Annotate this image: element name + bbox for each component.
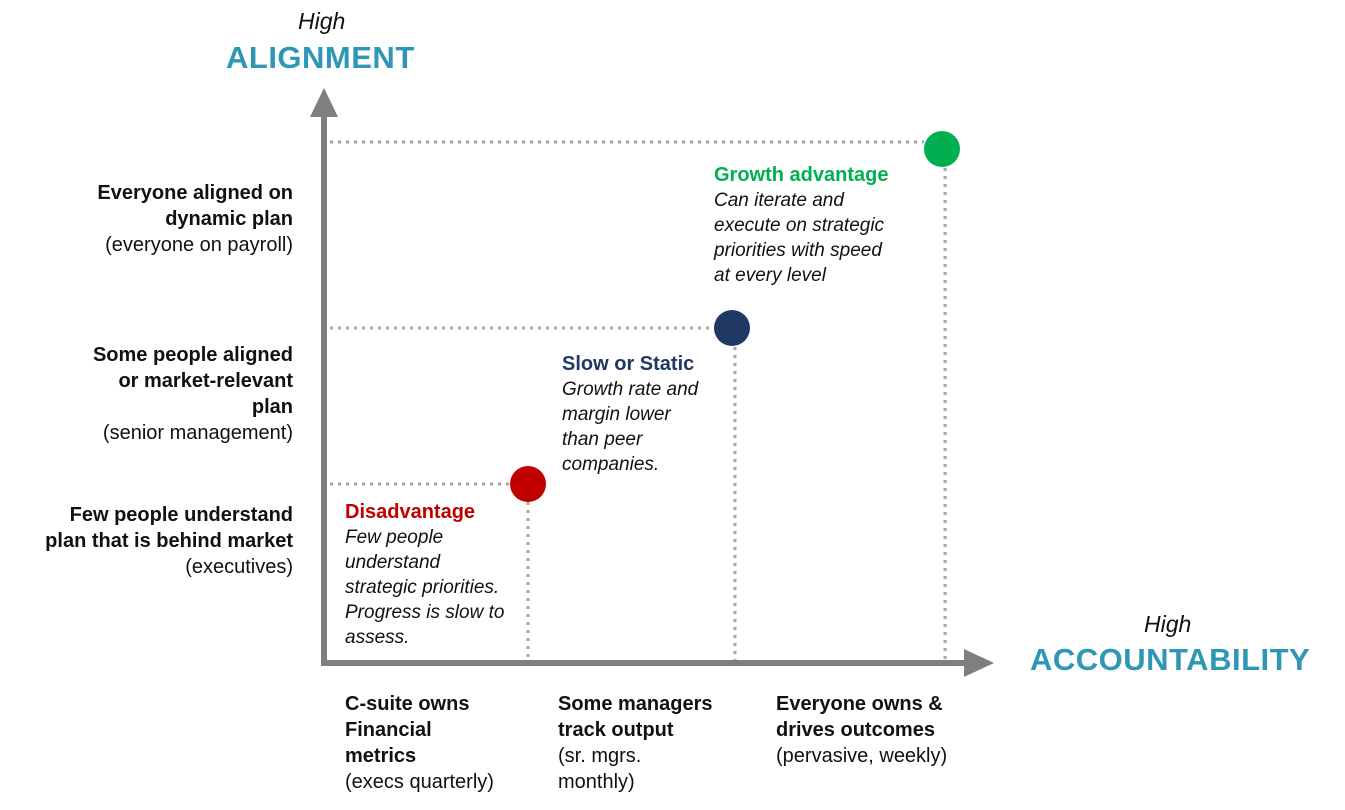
alignment-level-high-scope: (everyone on payroll) xyxy=(105,234,293,256)
accountability-level-low-label: C-suite owns Financial metrics xyxy=(345,693,470,767)
alignment-level-medium: Some people aligned or market-relevant p… xyxy=(93,342,293,446)
state-slow-static: Slow or Static Growth rate and margin lo… xyxy=(562,351,698,477)
accountability-level-medium: Some managers track output (sr. mgrs. mo… xyxy=(558,691,713,795)
accountability-level-high-scope: (pervasive, weekly) xyxy=(776,745,948,767)
alignment-level-high-label: Everyone aligned on dynamic plan xyxy=(97,182,293,230)
y-axis-title: ALIGNMENT xyxy=(226,40,415,75)
x-axis-qualifier: High xyxy=(1144,611,1192,637)
alignment-level-low: Few people understand plan that is behin… xyxy=(45,502,293,580)
state-disadvantage-description: Few people understand strategic prioriti… xyxy=(345,527,505,648)
state-growth-advantage-description: Can iterate and execute on strategic pri… xyxy=(714,190,885,286)
accountability-level-medium-label: Some managers track output xyxy=(558,693,713,741)
alignment-level-medium-scope: (senior management) xyxy=(102,422,293,444)
x-axis-title: ACCOUNTABILITY xyxy=(1030,642,1311,677)
axes xyxy=(321,108,968,666)
state-disadvantage-title: Disadvantage xyxy=(345,501,476,523)
accountability-level-high-label: Everyone owns & drives outcomes xyxy=(776,693,943,741)
state-slow-static-title: Slow or Static xyxy=(562,353,695,375)
state-disadvantage: Disadvantage Few people understand strat… xyxy=(345,499,504,650)
disadvantage-marker xyxy=(510,466,546,502)
slow-static-marker xyxy=(714,310,750,346)
alignment-level-high: Everyone aligned on dynamic plan (everyo… xyxy=(97,180,293,258)
x-axis-arrowhead xyxy=(964,649,994,677)
accountability-level-low: C-suite owns Financial metrics (execs qu… xyxy=(345,691,494,795)
state-growth-advantage-title: Growth advantage xyxy=(714,164,889,186)
alignment-level-low-scope: (executives) xyxy=(185,556,293,578)
y-axis-qualifier: High xyxy=(298,8,346,34)
state-growth-advantage: Growth advantage Can iterate and execute… xyxy=(714,162,888,288)
state-slow-static-description: Growth rate and margin lower than peer c… xyxy=(562,379,699,475)
accountability-level-high: Everyone owns & drives outcomes (pervasi… xyxy=(776,691,947,769)
guide-lines xyxy=(330,140,947,662)
alignment-level-medium-label: Some people aligned or market-relevant p… xyxy=(92,344,293,418)
accountability-level-medium-scope: (sr. mgrs. monthly) xyxy=(558,745,642,793)
growth-advantage-marker xyxy=(924,131,960,167)
y-axis-arrowhead xyxy=(310,88,338,117)
accountability-level-low-scope: (execs quarterly) xyxy=(345,771,494,793)
alignment-level-low-label: Few people understand plan that is behin… xyxy=(45,504,293,552)
